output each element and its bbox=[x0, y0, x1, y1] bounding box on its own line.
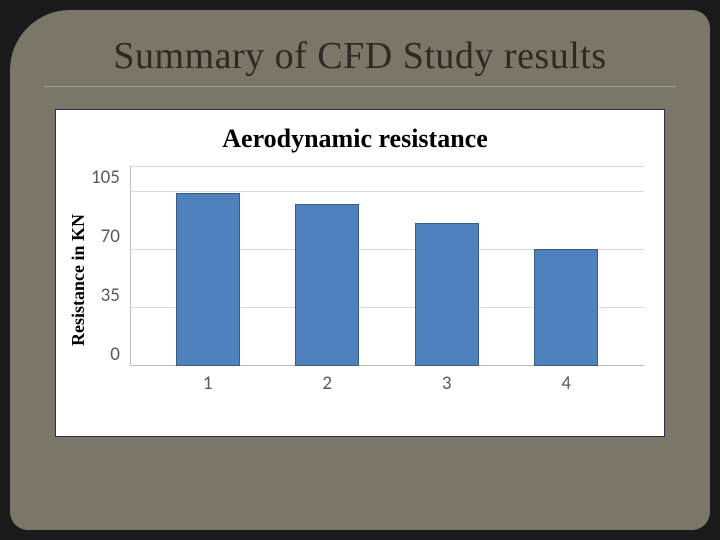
x-tick-label: 4 bbox=[534, 372, 598, 395]
x-axis-ticks: 1 2 3 4 bbox=[130, 372, 644, 395]
chart-area: Resistance in KN 105 70 35 0 1 2 3 4 bbox=[66, 160, 644, 400]
bar bbox=[534, 249, 598, 366]
bars-container bbox=[130, 166, 644, 366]
bar bbox=[295, 204, 359, 366]
chart-card: Aerodynamic resistance Resistance in KN … bbox=[55, 109, 665, 437]
x-tick-label: 1 bbox=[176, 372, 240, 395]
x-tick-label: 2 bbox=[295, 372, 359, 395]
y-axis-ticks: 105 70 35 0 bbox=[91, 166, 130, 366]
x-tick-label: 3 bbox=[415, 372, 479, 395]
y-tick-label: 105 bbox=[91, 166, 120, 189]
y-tick-label: 35 bbox=[101, 284, 120, 307]
bar bbox=[415, 223, 479, 366]
plot-region: 1 2 3 4 bbox=[130, 160, 644, 400]
title-underline bbox=[44, 86, 676, 87]
bar bbox=[176, 193, 240, 366]
y-tick-label: 0 bbox=[110, 343, 120, 366]
y-axis-label: Resistance in KN bbox=[66, 214, 91, 346]
y-tick-label: 70 bbox=[101, 225, 120, 248]
chart-title: Aerodynamic resistance bbox=[66, 124, 644, 154]
slide-frame: Summary of CFD Study results Aerodynamic… bbox=[10, 10, 710, 530]
slide-title: Summary of CFD Study results bbox=[44, 34, 676, 78]
